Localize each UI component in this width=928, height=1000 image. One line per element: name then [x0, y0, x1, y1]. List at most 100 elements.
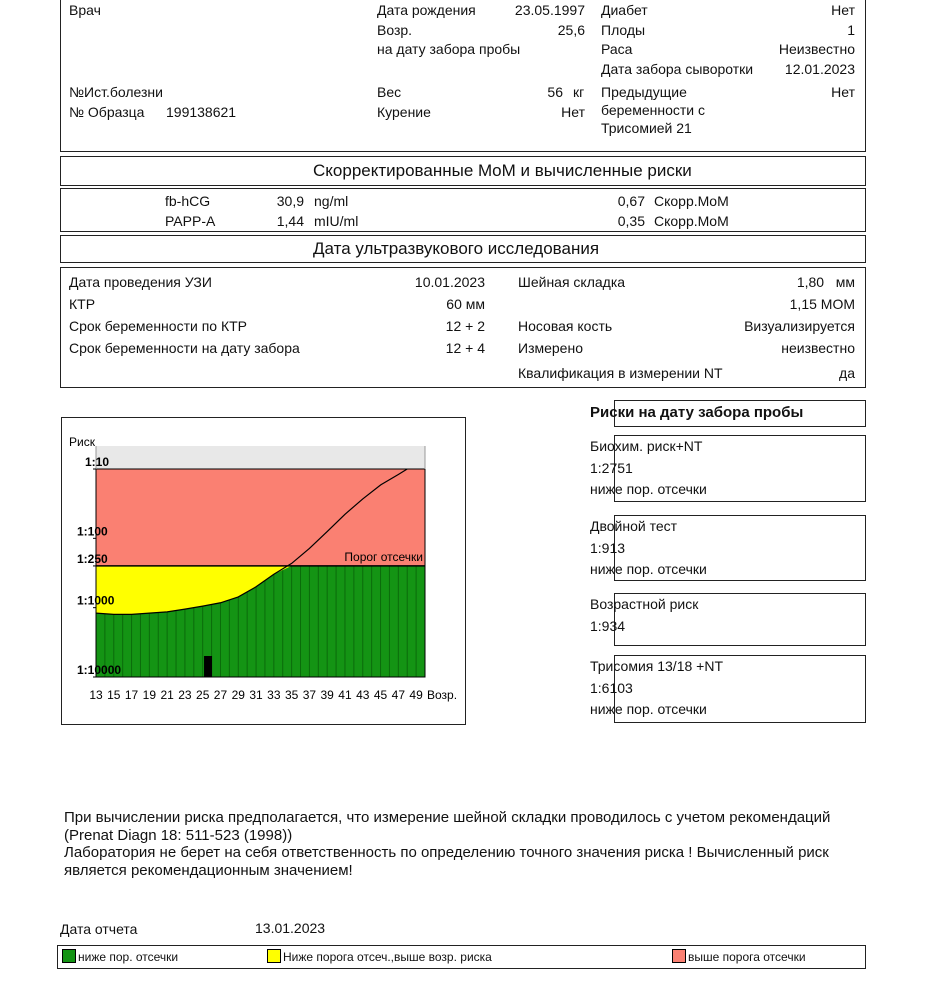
risks-title: Риски на дату забора пробы	[590, 404, 804, 421]
field-text: кг	[573, 84, 585, 100]
report-date: 13.01.2023	[255, 920, 326, 936]
us-value: 12 + 2	[445, 318, 485, 334]
zone-below	[96, 565, 425, 677]
legend-box	[57, 945, 866, 969]
field-text: Вес	[377, 84, 402, 100]
y-tick-label: 1:1000	[77, 594, 115, 608]
note: Лаборатория не берет на себя ответственн…	[64, 844, 829, 879]
mom-unit: Скорр.MoM	[654, 193, 729, 209]
mom-unit: Скорр.MoM	[654, 213, 729, 229]
field-label: Предыдущие беременности с Трисомией 21	[601, 84, 706, 136]
us-value: 1,80 мм	[796, 274, 855, 290]
x-tick-label: 39	[321, 688, 335, 702]
age-marker	[204, 656, 213, 677]
field-text: Возр.	[377, 22, 413, 38]
us-value: 1,15 MOM	[789, 296, 855, 312]
us-label: Измерено	[518, 340, 583, 356]
us-value: 12 + 4	[445, 340, 485, 356]
plot-header	[96, 446, 425, 469]
marker-name: PAPP-A	[165, 213, 216, 229]
field-text: Плоды	[601, 22, 646, 38]
field-text: Курение	[377, 104, 431, 120]
x-axis-label: Возр.	[427, 688, 457, 702]
legend-label: Ниже порога отсеч.,выше возр. риска	[283, 950, 492, 964]
us-box	[60, 267, 866, 388]
risk-value: 1:913	[590, 540, 626, 556]
mom-box	[60, 188, 866, 232]
us-title-box	[60, 235, 866, 263]
field-value: 1	[847, 22, 855, 38]
field-text: Диабет	[601, 2, 648, 18]
field-value: 25,6	[557, 22, 585, 38]
legend-swatch	[672, 949, 686, 963]
x-tick-label: 41	[338, 688, 352, 702]
y-axis-label: Риск	[69, 435, 96, 449]
us-label: Шейная складка	[518, 274, 626, 290]
x-tick-label: 23	[178, 688, 192, 702]
legend-swatch	[62, 949, 76, 963]
field-value: Нет	[831, 2, 855, 18]
x-tick-label: 27	[214, 688, 228, 702]
marker-name: fb-hCG	[165, 193, 211, 209]
chart-frame	[61, 417, 466, 725]
x-tick-label: 47	[392, 688, 406, 702]
x-tick-label: 37	[303, 688, 317, 702]
section-title: Скорректированные MoM и вычисленные риск…	[313, 161, 692, 180]
field-value: 23.05.1997	[514, 2, 585, 18]
section-title: Дата ультразвукового исследования	[313, 239, 600, 258]
legend-label: выше порога отсечки	[688, 950, 806, 964]
y-tick-label: 1:250	[77, 552, 108, 566]
x-tick-label: 45	[374, 688, 388, 702]
x-tick-label: 13	[89, 688, 103, 702]
us-value: 60 мм	[446, 296, 485, 312]
risk-value: 1:934	[590, 618, 626, 634]
x-tick-label: 29	[232, 688, 246, 702]
field-label: №Ист.болезни	[69, 84, 162, 100]
field-value: 12.01.2023	[784, 61, 855, 77]
us-label: КТР	[69, 296, 96, 312]
risk-curve	[96, 469, 408, 615]
x-tick-label: 17	[125, 688, 139, 702]
field-value: Неизвестно	[778, 41, 855, 57]
x-tick-label: 21	[160, 688, 174, 702]
note: При вычислении риска предполагается, что…	[64, 809, 831, 844]
patient-box	[60, 0, 866, 152]
us-value: 10.01.2023	[414, 274, 485, 290]
field-text: Врач	[69, 2, 101, 18]
risk-box	[614, 515, 866, 581]
x-tick-label: 19	[143, 688, 157, 702]
us-label: Дата проведения УЗИ	[69, 274, 212, 290]
risk-name: Трисомия 13/18 +NT	[590, 658, 723, 674]
us-label: Носовая кость	[518, 318, 613, 334]
x-tick-label: 35	[285, 688, 299, 702]
field-text: Дата забора сыворотки	[601, 61, 754, 77]
report-label: Дата отчета	[60, 921, 138, 937]
risk-box	[614, 655, 866, 723]
y-tick-label: 1:10	[85, 455, 109, 469]
marker-unit: ng/ml	[314, 193, 349, 209]
mom-value: 0,67	[617, 193, 645, 209]
field-text: № Образца	[69, 104, 145, 120]
marker-unit: mIU/ml	[314, 213, 359, 229]
mom-value: 0,35	[617, 213, 645, 229]
marker-value: 30,9	[276, 193, 304, 209]
us-label: Срок беременности на дату забора	[69, 340, 300, 356]
legend-swatch	[267, 949, 281, 963]
x-tick-label: 43	[356, 688, 370, 702]
risk-note: ниже пор. отсечки	[590, 481, 707, 497]
risk-box	[614, 435, 866, 502]
marker-value: 1,44	[276, 213, 304, 229]
x-tick-label: 33	[267, 688, 281, 702]
field-value: Нет	[561, 104, 585, 120]
risks-title-box	[614, 400, 866, 427]
legend-label: ниже пор. отсечки	[78, 950, 179, 964]
risk-name: Возрастной риск	[590, 596, 699, 612]
us-label: Срок беременности по КТР	[69, 318, 248, 334]
x-tick-label: 25	[196, 688, 210, 702]
field-text: 199138621	[166, 104, 237, 120]
field-value: 56	[547, 84, 563, 100]
risk-note: ниже пор. отсечки	[590, 561, 707, 577]
x-tick-label: 15	[107, 688, 121, 702]
threshold-label: Порог отсечки	[344, 550, 423, 564]
